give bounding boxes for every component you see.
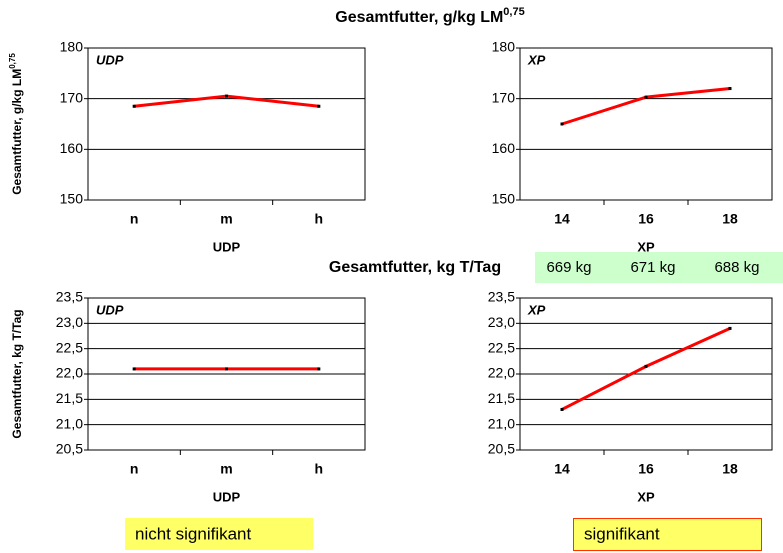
weight: 671 kg (630, 259, 675, 276)
y-tick-label: 180 (492, 39, 516, 55)
y-tick-label: 23,0 (56, 314, 83, 330)
y-tick-label: 23,5 (488, 289, 515, 305)
y-tick-label: 150 (492, 191, 516, 207)
x-tick-label: 16 (638, 211, 654, 227)
panel-label: XP (527, 302, 546, 317)
data-point (225, 367, 228, 371)
x-tick-label: m (220, 211, 232, 227)
x-axis-label: UDP (213, 489, 241, 504)
note: signifikant (584, 524, 660, 543)
y-axis-label: Gesamtfutter, kg T/Tag (10, 309, 24, 438)
data-line (561, 87, 731, 126)
data-point (317, 104, 321, 108)
panel-label: UDP (96, 302, 124, 317)
y-tick-label: 170 (60, 89, 84, 105)
panel-label: UDP (96, 52, 124, 67)
weight: 669 kg (546, 259, 591, 276)
data-point (728, 87, 732, 91)
y-tick-label: 23,0 (488, 314, 515, 330)
plot-frame (87, 297, 366, 451)
y-tick-label: 160 (492, 140, 516, 156)
x-tick-label: 16 (638, 461, 654, 477)
y-label-text: Gesamtfutter, kg T/Tag (10, 309, 24, 438)
data-line (134, 94, 319, 108)
y-tick-label: 20,5 (56, 441, 83, 457)
x-tick-label: n (130, 461, 139, 477)
panel-label: XP (527, 52, 546, 67)
data-point (317, 367, 321, 371)
y-tick-label: 150 (60, 191, 84, 207)
x-axis-label: UDP (213, 239, 241, 254)
x-tick-label: n (130, 211, 139, 227)
x-tick-label: 14 (554, 461, 570, 477)
note: nicht signifikant (135, 524, 252, 543)
y-axis-label: Gesamtfutter, g/kg LM0,75 (8, 53, 24, 195)
data-point (644, 95, 648, 99)
y-tick-label: 21,0 (488, 415, 515, 431)
x-tick-label: 18 (722, 461, 738, 477)
plot-frame (87, 47, 366, 201)
data-point (644, 364, 648, 368)
y-tick-label: 22,5 (56, 339, 83, 355)
heading-sup: 0,75 (503, 6, 524, 18)
y-tick-label: 22,0 (488, 365, 515, 381)
y-tick-label: 22,5 (488, 339, 515, 355)
weight: 688 kg (714, 259, 759, 276)
plot-frame (519, 47, 773, 201)
x-tick-label: h (315, 461, 324, 477)
data-line (561, 327, 731, 411)
y-tick-label: 20,5 (488, 441, 515, 457)
data-point (225, 94, 228, 98)
heading-mid: Gesamtfutter, kg T/Tag (329, 259, 501, 276)
y-tick-label: 23,5 (56, 289, 83, 305)
x-axis-label: XP (637, 239, 655, 254)
x-tick-label: 14 (554, 211, 570, 227)
x-tick-label: h (315, 211, 324, 227)
data-point (728, 326, 732, 330)
y-tick-label: 21,0 (56, 415, 83, 431)
y-tick-label: 180 (60, 39, 84, 55)
data-point (132, 367, 136, 371)
x-tick-label: 18 (722, 211, 738, 227)
heading-text: Gesamtfutter, g/kg LM (335, 9, 503, 26)
data-point (560, 407, 564, 411)
y-label-sup: 0,75 (8, 53, 17, 69)
plot-frame (519, 297, 773, 451)
y-label-text: Gesamtfutter, g/kg LM (10, 69, 24, 195)
note-box (573, 518, 762, 551)
note-box (125, 518, 313, 550)
y-tick-label: 160 (60, 140, 84, 156)
heading-top: Gesamtfutter, g/kg LM0,75 (335, 6, 524, 26)
y-tick-label: 22,0 (56, 365, 83, 381)
weights-box (535, 252, 783, 283)
y-tick-label: 170 (492, 89, 516, 105)
data-point (132, 104, 136, 108)
y-tick-label: 21,5 (56, 390, 83, 406)
data-point (560, 122, 564, 126)
x-axis-label: XP (637, 489, 655, 504)
x-tick-label: m (220, 461, 232, 477)
y-tick-label: 21,5 (488, 390, 515, 406)
